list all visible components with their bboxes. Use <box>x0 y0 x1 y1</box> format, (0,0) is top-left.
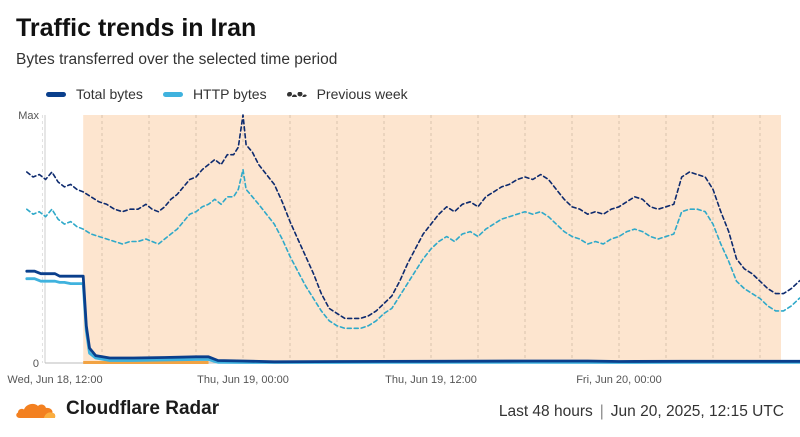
legend-item-total-bytes[interactable]: Total bytes <box>46 86 143 102</box>
traffic-line-chart[interactable]: Max 0 Wed, Jun 18, 12:00 Thu, Jun 19, 00:00… <box>0 105 800 390</box>
x-tick-label: Thu, Jun 19, 00:00 <box>197 374 289 386</box>
timestamp-label: Jun 20, 2025, 12:15 UTC <box>610 403 784 420</box>
chart-subtitle: Bytes transferred over the selected time… <box>16 51 338 68</box>
legend-item-previous-week[interactable]: Previous week <box>286 86 408 102</box>
cloudflare-cloud-icon <box>16 403 56 418</box>
y-label-max: Max <box>18 110 39 122</box>
x-tick-label: Wed, Jun 18, 12:00 <box>7 374 102 386</box>
meta-separator: | <box>599 403 604 420</box>
legend-label-http-bytes: HTTP bytes <box>192 86 267 102</box>
cloudflare-logo[interactable]: Cloudflare Radar <box>14 398 219 420</box>
partial-data-band <box>83 361 209 364</box>
highlight-region <box>83 115 781 363</box>
legend-item-http-bytes[interactable]: HTTP bytes <box>162 86 267 102</box>
time-range-label: Last 48 hours <box>498 403 593 420</box>
series-line-previous-week-http[interactable] <box>26 168 800 330</box>
series-line-previous-week[interactable] <box>26 114 800 320</box>
x-tick-label: Thu, Jun 19, 12:00 <box>385 374 477 386</box>
legend-swatch-total-bytes <box>46 91 66 97</box>
y-label-zero: 0 <box>33 358 39 370</box>
legend-label-previous-week: Previous week <box>316 86 408 102</box>
footer-meta: Last 48 hours | Jun 20, 2025, 12:15 UTC <box>499 403 784 421</box>
brand-name: Cloudflare Radar <box>66 398 220 419</box>
x-tick-label: Fri, Jun 20, 00:00 <box>576 374 662 386</box>
chart-legend: Total bytes HTTP bytes Previous week <box>46 86 428 102</box>
legend-label-total-bytes: Total bytes <box>76 86 143 102</box>
series-line-total-bytes[interactable] <box>25 269 800 364</box>
legend-swatch-http-bytes <box>162 91 183 97</box>
chart-title: Traffic trends in Iran <box>16 14 257 42</box>
legend-swatch-previous-week <box>286 91 307 97</box>
